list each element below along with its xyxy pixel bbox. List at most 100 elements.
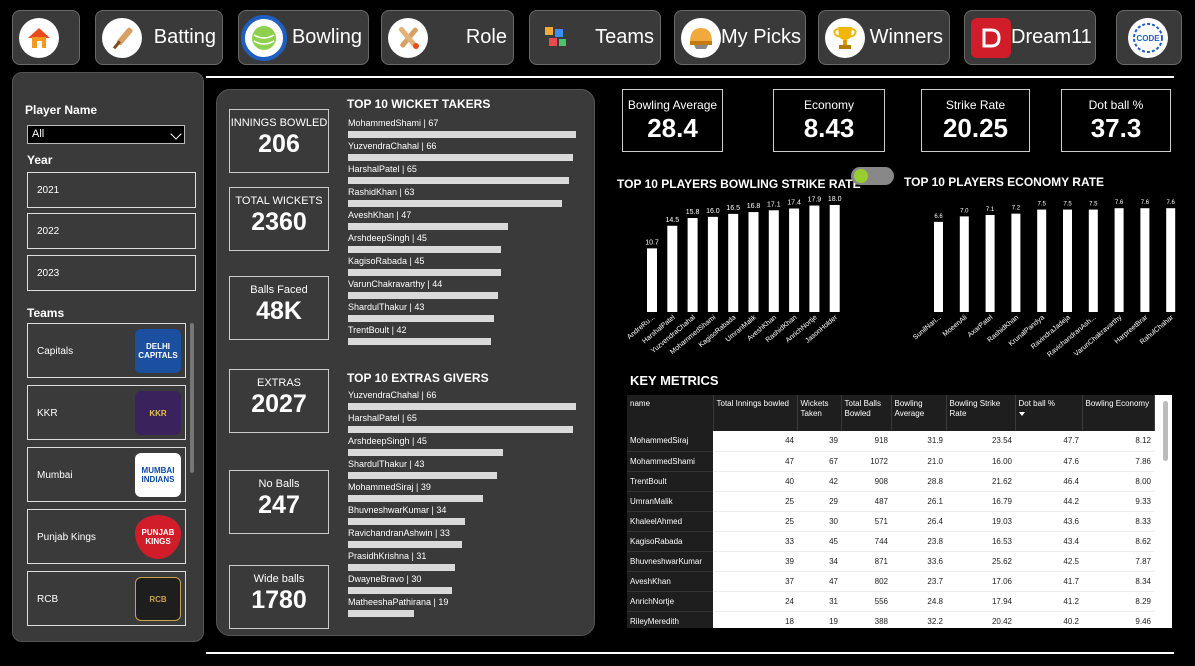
- table-row[interactable]: AnrichNortje 24 31 556 24.8 17.94 41.2 8.29: [627, 591, 1154, 612]
- nav-bowling-button[interactable]: Bowling: [238, 10, 369, 65]
- chart-bar[interactable]: [687, 218, 698, 312]
- team-option-kkr[interactable]: KKR KKR: [27, 385, 186, 440]
- wicket-label: AveshKhan | 47: [348, 210, 412, 220]
- year-option-2022[interactable]: 2022: [27, 213, 196, 249]
- chart-bar[interactable]: [1037, 209, 1047, 312]
- nav-teams-button[interactable]: Teams: [529, 10, 661, 65]
- chevron-down-icon: [170, 128, 182, 140]
- chart-bar[interactable]: [1088, 209, 1098, 312]
- year-option-2023[interactable]: 2023: [27, 255, 196, 291]
- table-cell: 34: [797, 551, 841, 572]
- table-row[interactable]: BhuvneshwarKumar 39 34 871 33.6 25.62 42.5 7.87: [627, 551, 1154, 572]
- wicket-row: RashidKhan | 63: [348, 187, 578, 209]
- column-header[interactable]: name: [627, 395, 714, 431]
- chart-bar[interactable]: [1063, 209, 1072, 312]
- chart-bar[interactable]: [768, 210, 779, 312]
- extras-label: ShardulThakur | 43: [348, 459, 425, 469]
- nav-home-button[interactable]: [12, 10, 80, 65]
- chart-bar[interactable]: [1166, 208, 1176, 312]
- table-scrollbar[interactable]: [1163, 401, 1168, 461]
- table-row[interactable]: AveshKhan 37 47 802 23.7 17.06 41.7 8.34: [627, 571, 1154, 592]
- table-row[interactable]: TrentBoult 40 42 908 28.8 21.62 46.4 8.00: [627, 471, 1154, 492]
- team-name: RCB: [37, 594, 59, 605]
- chart-bar[interactable]: [809, 205, 820, 312]
- stat-label: No Balls: [258, 478, 300, 490]
- player-name-select[interactable]: All: [27, 125, 185, 144]
- table-cell: 28.8: [891, 471, 946, 492]
- chart-bar[interactable]: [985, 215, 995, 312]
- chart-bar[interactable]: [748, 212, 759, 312]
- column-header[interactable]: Bowling Average: [891, 395, 947, 431]
- wicket-label: VarunChakravarthy | 44: [348, 279, 443, 289]
- table-cell: 1072: [841, 451, 891, 472]
- table-row[interactable]: MohammedSiraj 44 39 918 31.9 23.54 47.7 8.12: [627, 431, 1154, 452]
- chart-bar[interactable]: [829, 204, 840, 312]
- table-row[interactable]: MohammedShami 47 67 1072 21.0 16.00 47.6 7.86: [627, 451, 1154, 472]
- chart-bar[interactable]: [1011, 213, 1021, 312]
- data-label: 17.1: [767, 201, 781, 208]
- key-metrics-table[interactable]: name Total Innings bowled Wickets Taken Tot…: [627, 395, 1172, 628]
- extras-row: ShardulThakur | 43: [348, 459, 578, 481]
- extras-label: BhuvneshwarKumar | 34: [348, 505, 447, 515]
- teams-scrollbar[interactable]: [190, 323, 194, 473]
- table-row[interactable]: RileyMeredith 18 19 388 32.2 20.42 40.2 9.46: [627, 611, 1154, 628]
- chart-bar[interactable]: [959, 216, 969, 312]
- column-header[interactable]: Wickets Taken: [797, 395, 842, 431]
- chart-bar[interactable]: [934, 221, 943, 312]
- wicket-bar: [348, 131, 576, 138]
- table-cell: 43.6: [1015, 511, 1082, 532]
- kpi-label: Dot ball %: [1088, 98, 1144, 112]
- chart-bar[interactable]: [1140, 208, 1150, 312]
- table-cell: BhuvneshwarKumar: [627, 551, 713, 572]
- column-header[interactable]: Dot ball %: [1015, 395, 1083, 431]
- nav-logo-button[interactable]: CODE: [1116, 10, 1182, 65]
- table-cell: RileyMeredith: [627, 611, 713, 628]
- table-cell: 42.5: [1015, 551, 1082, 572]
- table-row[interactable]: UmranMalik 25 29 487 26.1 16.79 44.2 9.33: [627, 491, 1154, 512]
- table-cell: 33: [713, 531, 797, 552]
- table-row[interactable]: KhaleelAhmed 25 30 571 26.4 19.03 43.6 8.33: [627, 511, 1154, 532]
- wicket-bar: [348, 269, 501, 276]
- table-cell: 44: [713, 431, 797, 452]
- nav-dream11-button[interactable]: Dream11: [964, 10, 1096, 65]
- wicket-bar: [348, 154, 573, 161]
- table-cell: 8.12: [1082, 431, 1154, 452]
- column-header[interactable]: Total Innings bowled: [713, 395, 798, 431]
- chart-bar[interactable]: [647, 248, 657, 312]
- data-label: 6.6: [934, 214, 943, 220]
- team-option-rcb[interactable]: RCB RCB: [27, 571, 186, 626]
- year-option-2021[interactable]: 2021: [27, 172, 196, 208]
- team-option-capitals[interactable]: Capitals DELHI CAPITALS: [27, 323, 186, 378]
- table-row[interactable]: KagisoRabada 33 45 744 23.8 16.53 43.4 8.62: [627, 531, 1154, 552]
- nav-role-button[interactable]: Role: [381, 10, 514, 65]
- team-option-mumbai[interactable]: Mumbai MUMBAI INDIANS: [27, 447, 186, 502]
- top-wicket-takers-title: TOP 10 WICKET TAKERS: [347, 97, 491, 111]
- chart-toggle-switch[interactable]: [851, 167, 894, 185]
- chart-bar[interactable]: [707, 216, 718, 312]
- chart-bar[interactable]: [728, 213, 739, 312]
- column-header-label: Bowling Average: [894, 399, 925, 418]
- kpi-label: Economy: [803, 98, 855, 112]
- table-cell: 41.2: [1015, 591, 1082, 612]
- data-label: 7.1: [986, 207, 995, 213]
- table-cell: 47: [713, 451, 797, 472]
- chart-bar[interactable]: [789, 208, 800, 312]
- chart-bar[interactable]: [667, 225, 678, 312]
- chart-bar[interactable]: [1114, 208, 1124, 312]
- nav-batting-button[interactable]: Batting: [95, 10, 223, 65]
- column-header[interactable]: Bowling Economy: [1082, 395, 1155, 431]
- extras-label: RavichandranAshwin | 33: [348, 528, 450, 538]
- kpi-strike-rate: Strike Rate 20.25: [921, 89, 1030, 152]
- table-cell: 37: [713, 571, 797, 592]
- nav-winners-button[interactable]: Winners: [818, 10, 950, 65]
- nav-mypicks-button[interactable]: My Picks: [674, 10, 806, 65]
- svg-text:CODE: CODE: [1136, 34, 1160, 43]
- table-cell: 24.8: [891, 591, 946, 612]
- extras-bar: [348, 495, 483, 502]
- team-option-punjab-kings[interactable]: Punjab Kings PUNJAB KINGS: [27, 509, 186, 564]
- extras-row: PrasidhKrishna | 31: [348, 551, 578, 573]
- column-header-label: name: [630, 399, 651, 408]
- table-cell: 39: [713, 551, 797, 572]
- column-header[interactable]: Total Balls Bowled: [841, 395, 892, 431]
- column-header[interactable]: Bowling Strike Rate: [946, 395, 1016, 431]
